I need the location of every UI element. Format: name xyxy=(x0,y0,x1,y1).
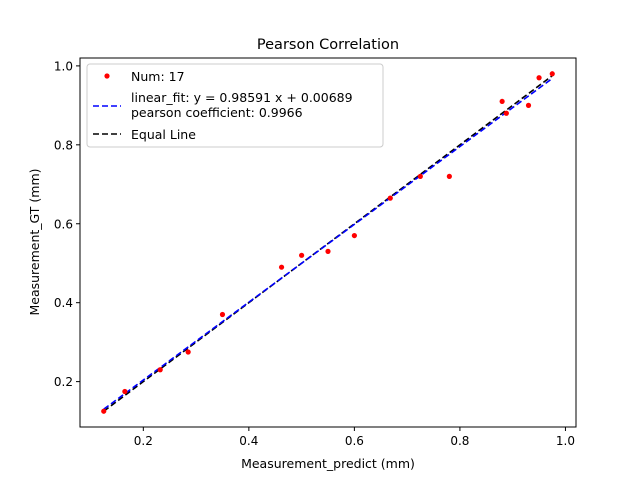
linear-fit-line xyxy=(103,77,553,410)
data-point xyxy=(299,252,305,258)
legend-label-equal-line: Equal Line xyxy=(131,127,196,142)
legend: Num: 17 linear_fit: y = 0.98591 x + 0.00… xyxy=(86,63,384,148)
legend-label-fit-line-1: linear_fit: y = 0.98591 x + 0.00689 xyxy=(131,90,353,105)
data-point xyxy=(387,195,393,201)
y-axis-ticks: 0.2 0.4 0.6 0.8 1.0 xyxy=(54,59,80,389)
plot-area xyxy=(101,71,555,414)
data-point xyxy=(219,311,226,318)
data-point xyxy=(122,388,128,395)
equal-line xyxy=(103,75,553,412)
data-point xyxy=(157,367,163,373)
data-point xyxy=(549,71,555,77)
y-tick-label: 1.0 xyxy=(54,59,73,73)
data-point xyxy=(185,349,191,355)
x-tick-label: 0.2 xyxy=(134,434,153,448)
legend-box xyxy=(86,63,384,148)
y-tick-label: 0.6 xyxy=(54,217,73,231)
legend-label-fit-line-2: pearson coefficient: 0.9966 xyxy=(131,105,303,120)
data-point xyxy=(525,102,532,108)
x-axis-ticks: 0.2 0.4 0.6 0.8 1.0 xyxy=(134,427,575,448)
x-tick-label: 0.4 xyxy=(239,434,258,448)
x-tick-label: 0.8 xyxy=(450,434,469,448)
data-point xyxy=(101,408,107,414)
plot-frame xyxy=(79,57,577,428)
x-tick-label: 0.6 xyxy=(345,434,364,448)
x-tick-label: 1.0 xyxy=(556,434,575,448)
data-point xyxy=(278,264,285,270)
y-tick-label: 0.8 xyxy=(54,138,73,152)
chart-title: Pearson Correlation xyxy=(257,37,399,53)
data-point xyxy=(446,173,452,179)
data-point xyxy=(325,248,331,254)
x-axis-label: Measurement_predict (mm) xyxy=(241,456,415,471)
y-axis-label: Measurement_GT (mm) xyxy=(27,168,42,315)
data-point xyxy=(503,110,509,116)
data-point xyxy=(499,98,505,105)
data-point xyxy=(417,173,423,179)
data-point xyxy=(351,232,357,239)
y-tick-label: 0.2 xyxy=(54,375,73,389)
legend-label-points: Num: 17 xyxy=(131,69,185,84)
y-tick-label: 0.4 xyxy=(54,296,73,310)
data-point xyxy=(536,75,542,81)
legend-marker-points xyxy=(104,73,110,79)
